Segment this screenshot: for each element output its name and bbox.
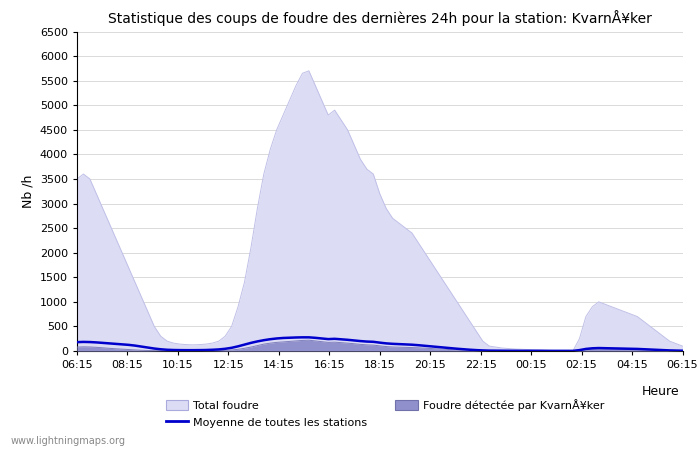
Y-axis label: Nb /h: Nb /h	[21, 175, 34, 208]
Text: www.lightningmaps.org: www.lightningmaps.org	[10, 436, 125, 446]
Legend: Total foudre, Moyenne de toutes les stations, Foudre détectée par KvarnÅ¥ker: Total foudre, Moyenne de toutes les stat…	[161, 395, 609, 432]
Title: Statistique des coups de foudre des dernières 24h pour la station: KvarnÅ¥ker: Statistique des coups de foudre des dern…	[108, 10, 652, 26]
Text: Heure: Heure	[641, 385, 679, 398]
